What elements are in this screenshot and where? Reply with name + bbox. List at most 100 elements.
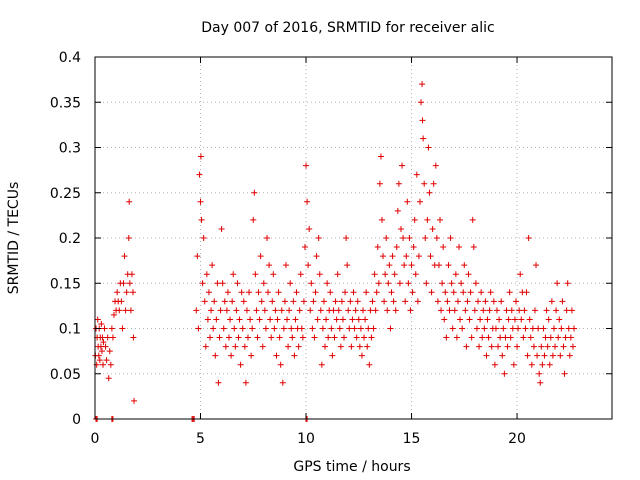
- data-point: [475, 298, 482, 305]
- data-point: [399, 162, 406, 169]
- data-point: [506, 289, 513, 296]
- data-point: [543, 307, 550, 314]
- data-point: [310, 298, 317, 305]
- chart-title: Day 007 of 2016, SRMTID for receiver ali…: [201, 20, 494, 36]
- data-point: [219, 280, 226, 287]
- data-point: [401, 262, 408, 269]
- data-point: [224, 289, 231, 296]
- data-point: [565, 325, 572, 332]
- data-point: [95, 352, 102, 359]
- data-point: [227, 316, 234, 323]
- data-point: [313, 253, 320, 260]
- data-point: [261, 307, 268, 314]
- data-point: [209, 262, 216, 269]
- data-point: [304, 198, 311, 205]
- data-point: [359, 307, 366, 314]
- data-point: [100, 339, 107, 346]
- data-point: [336, 325, 343, 332]
- data-point: [375, 280, 382, 287]
- data-point: [311, 334, 318, 341]
- data-point: [351, 325, 358, 332]
- y-tick-label: 0.1: [59, 322, 81, 338]
- data-point: [352, 307, 359, 314]
- data-point: [290, 298, 297, 305]
- data-point: [555, 334, 562, 341]
- data-point: [123, 289, 130, 296]
- data-point: [107, 361, 114, 368]
- data-point: [365, 325, 372, 332]
- data-point: [462, 307, 469, 314]
- data-point: [240, 298, 247, 305]
- data-point: [196, 171, 203, 178]
- data-point: [332, 298, 339, 305]
- data-point: [522, 325, 529, 332]
- data-point: [487, 289, 494, 296]
- data-point: [437, 216, 444, 223]
- data-point: [486, 307, 493, 314]
- data-point: [330, 307, 337, 314]
- data-point: [492, 325, 499, 332]
- data-point: [358, 352, 365, 359]
- data-point: [128, 271, 135, 278]
- data-point: [556, 316, 563, 323]
- data-point: [448, 280, 455, 287]
- data-point: [249, 325, 256, 332]
- data-point: [481, 325, 488, 332]
- data-point: [269, 298, 276, 305]
- data-point: [485, 334, 492, 341]
- data-point: [366, 361, 373, 368]
- data-point: [130, 334, 137, 341]
- data-point: [394, 207, 401, 214]
- data-point: [362, 316, 369, 323]
- data-point: [468, 334, 475, 341]
- x-tick-label: 15: [403, 431, 421, 447]
- data-point: [343, 235, 350, 241]
- data-point: [243, 307, 250, 314]
- data-point: [291, 352, 298, 359]
- x-tick-label: 10: [297, 431, 315, 447]
- data-point: [406, 235, 413, 241]
- data-point: [386, 262, 393, 269]
- data-point: [202, 343, 209, 350]
- data-point: [466, 316, 473, 323]
- data-point: [228, 352, 235, 359]
- data-point: [300, 298, 307, 305]
- data-point: [203, 271, 210, 278]
- data-point: [110, 311, 117, 318]
- data-point: [550, 325, 557, 332]
- data-point: [473, 325, 480, 332]
- data-point: [235, 334, 242, 341]
- data-point: [499, 352, 506, 359]
- data-point: [212, 352, 219, 359]
- data-point: [355, 316, 362, 323]
- data-point: [356, 343, 363, 350]
- data-point: [335, 307, 342, 314]
- data-point: [449, 325, 456, 332]
- data-point: [531, 307, 538, 314]
- data-point: [442, 289, 449, 296]
- data-point: [126, 198, 133, 205]
- data-point: [382, 271, 389, 278]
- data-point: [414, 298, 421, 305]
- data-point: [511, 316, 518, 323]
- data-point: [495, 343, 502, 350]
- data-point: [348, 343, 355, 350]
- data-point: [564, 280, 571, 287]
- data-point: [222, 343, 229, 350]
- data-point: [424, 216, 431, 223]
- data-point: [230, 271, 237, 278]
- data-point: [105, 375, 112, 382]
- data-point: [389, 253, 396, 260]
- data-point: [108, 325, 115, 332]
- data-point: [241, 343, 248, 350]
- data-point: [526, 316, 533, 323]
- data-point: [465, 271, 472, 278]
- data-point: [280, 325, 287, 332]
- data-point: [381, 298, 388, 305]
- data-point: [318, 361, 325, 368]
- data-point: [282, 262, 289, 269]
- data-point: [287, 280, 294, 287]
- data-point: [433, 235, 440, 241]
- data-point: [533, 262, 540, 269]
- data-point: [260, 280, 267, 287]
